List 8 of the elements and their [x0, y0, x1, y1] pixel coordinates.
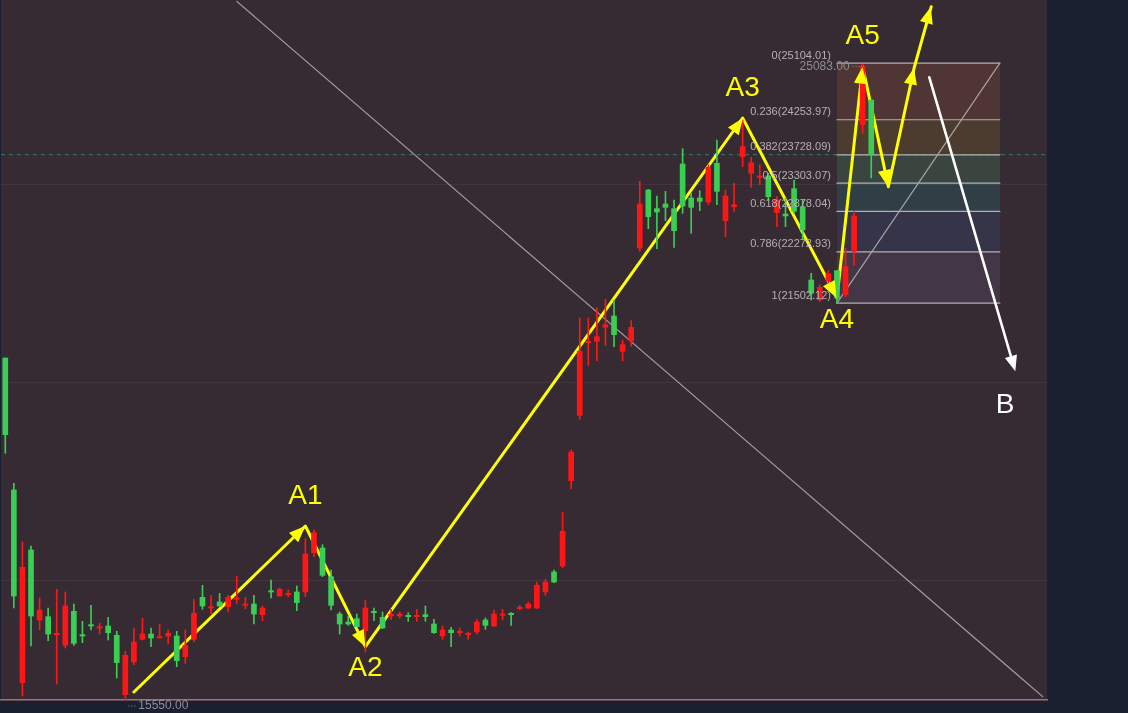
annotation: B [995, 387, 1015, 419]
data-label: A4 [819, 302, 855, 334]
data-label: A1 [288, 478, 323, 510]
text: 15550.00 [138, 698, 189, 713]
data-label: A3 [725, 70, 760, 102]
data-label: A5 [845, 19, 880, 51]
data-label: A2 [348, 651, 383, 683]
series-label: 0.236(24253.97) [750, 105, 831, 118]
